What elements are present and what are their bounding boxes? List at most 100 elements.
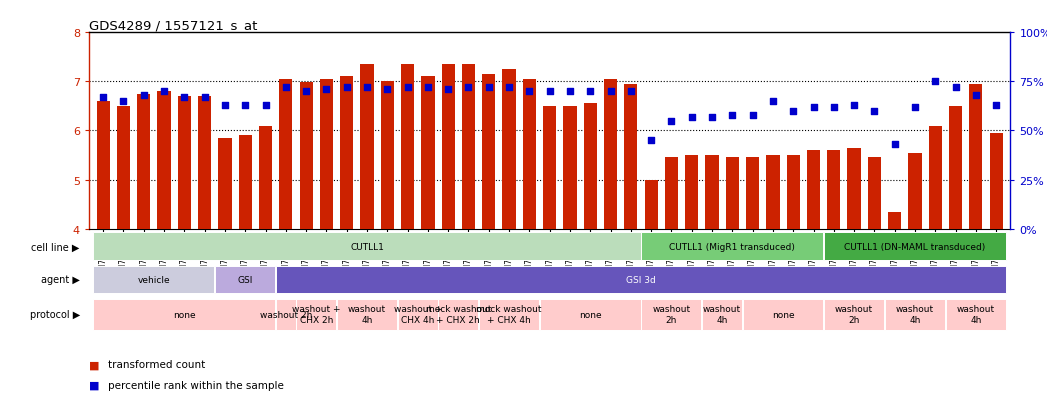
Point bbox=[948, 85, 964, 91]
Bar bbox=[807, 151, 820, 229]
Point bbox=[156, 88, 173, 95]
Bar bbox=[929, 126, 942, 229]
Text: washout
2h: washout 2h bbox=[836, 305, 873, 324]
Text: CUTLL1: CUTLL1 bbox=[350, 242, 384, 251]
Text: cell line ▶: cell line ▶ bbox=[31, 242, 80, 252]
Bar bbox=[868, 158, 881, 229]
Point bbox=[379, 87, 396, 93]
Bar bbox=[259, 126, 272, 229]
Bar bbox=[665, 158, 678, 229]
Bar bbox=[970, 85, 982, 229]
Point bbox=[318, 87, 335, 93]
Bar bbox=[480, 299, 539, 330]
Text: GSI: GSI bbox=[238, 275, 253, 284]
Bar bbox=[483, 75, 495, 229]
Bar bbox=[239, 136, 252, 229]
Bar bbox=[642, 299, 701, 330]
Point bbox=[95, 95, 112, 101]
Bar bbox=[885, 299, 945, 330]
Point bbox=[987, 102, 1004, 109]
Point bbox=[541, 88, 558, 95]
Point bbox=[785, 108, 802, 115]
Bar bbox=[786, 156, 800, 229]
Point bbox=[764, 98, 781, 105]
Point bbox=[521, 88, 538, 95]
Text: none: none bbox=[579, 310, 602, 319]
Text: washout +
CHX 4h: washout + CHX 4h bbox=[394, 305, 442, 324]
Point bbox=[825, 104, 842, 111]
Bar bbox=[706, 156, 718, 229]
Text: washout
4h: washout 4h bbox=[348, 305, 386, 324]
Bar bbox=[604, 80, 617, 229]
Bar bbox=[296, 299, 336, 330]
Point bbox=[561, 88, 578, 95]
Point bbox=[805, 104, 822, 111]
Point bbox=[176, 95, 193, 101]
Bar bbox=[766, 156, 780, 229]
Bar bbox=[442, 65, 454, 229]
Text: washout 2h: washout 2h bbox=[260, 310, 312, 319]
Bar bbox=[543, 107, 556, 229]
Text: GSI 3d: GSI 3d bbox=[626, 275, 655, 284]
Bar bbox=[276, 299, 295, 330]
Text: ■: ■ bbox=[89, 359, 99, 370]
Bar bbox=[337, 299, 397, 330]
Bar bbox=[93, 299, 275, 330]
Bar bbox=[216, 266, 275, 294]
Text: ■: ■ bbox=[89, 380, 99, 390]
Point bbox=[663, 118, 680, 125]
Point bbox=[258, 102, 274, 109]
Bar bbox=[219, 138, 231, 229]
Bar bbox=[645, 180, 658, 229]
Text: washout
4h: washout 4h bbox=[704, 305, 741, 324]
Bar bbox=[989, 133, 1003, 229]
Bar bbox=[137, 94, 151, 229]
Text: CUTLL1 (DN-MAML transduced): CUTLL1 (DN-MAML transduced) bbox=[844, 242, 985, 251]
Point bbox=[623, 88, 640, 95]
Point bbox=[460, 85, 476, 91]
Bar bbox=[824, 233, 1006, 261]
Point bbox=[115, 98, 132, 105]
Bar bbox=[888, 212, 901, 229]
Bar bbox=[360, 65, 374, 229]
Text: washout +
CHX 2h: washout + CHX 2h bbox=[292, 305, 340, 324]
Bar bbox=[847, 148, 861, 229]
Text: none: none bbox=[173, 310, 196, 319]
Bar bbox=[642, 233, 823, 261]
Bar bbox=[96, 102, 110, 229]
Point bbox=[582, 88, 599, 95]
Point bbox=[481, 85, 497, 91]
Bar bbox=[276, 266, 1006, 294]
Point bbox=[277, 85, 294, 91]
Point bbox=[927, 79, 943, 85]
Point bbox=[217, 102, 233, 109]
Bar bbox=[319, 80, 333, 229]
Bar bbox=[743, 299, 823, 330]
Bar bbox=[522, 80, 536, 229]
Bar bbox=[117, 107, 130, 229]
Bar bbox=[563, 107, 577, 229]
Bar bbox=[439, 299, 478, 330]
Point bbox=[684, 114, 700, 121]
Bar bbox=[462, 65, 475, 229]
Point bbox=[723, 112, 740, 119]
Text: GDS4289 / 1557121_s_at: GDS4289 / 1557121_s_at bbox=[89, 19, 258, 32]
Text: mock washout
+ CHX 2h: mock washout + CHX 2h bbox=[425, 305, 491, 324]
Text: vehicle: vehicle bbox=[137, 275, 171, 284]
Point bbox=[297, 88, 314, 95]
Bar bbox=[827, 151, 841, 229]
Bar bbox=[299, 83, 313, 229]
Point bbox=[907, 104, 923, 111]
Bar bbox=[503, 70, 516, 229]
Point bbox=[500, 85, 517, 91]
Point bbox=[135, 93, 152, 99]
Point bbox=[887, 142, 904, 148]
Bar bbox=[685, 156, 698, 229]
Point bbox=[643, 138, 660, 144]
Text: mock washout
+ CHX 4h: mock washout + CHX 4h bbox=[476, 305, 542, 324]
Bar bbox=[909, 153, 921, 229]
Text: CUTLL1 (MigR1 transduced): CUTLL1 (MigR1 transduced) bbox=[669, 242, 796, 251]
Bar bbox=[726, 158, 739, 229]
Bar bbox=[280, 80, 292, 229]
Bar bbox=[93, 233, 641, 261]
